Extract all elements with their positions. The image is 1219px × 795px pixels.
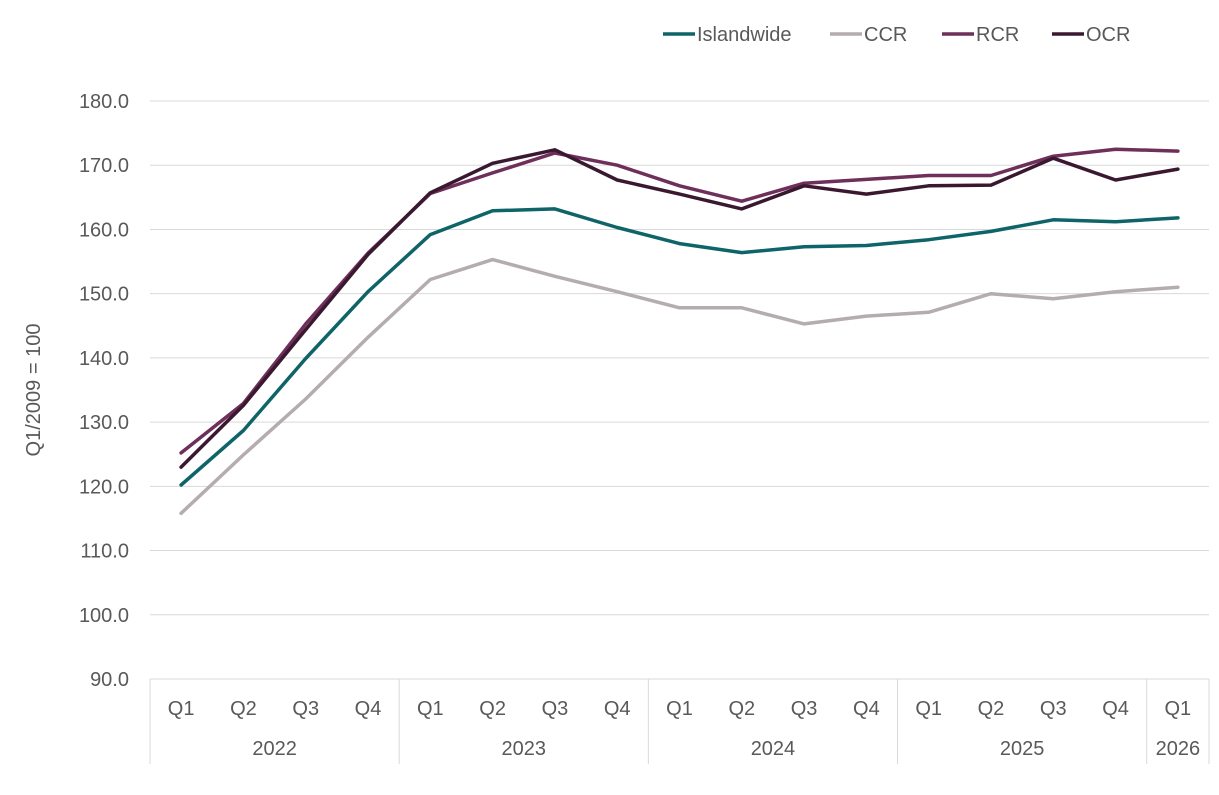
y-axis-tick-labels: 90.0 100.0 110.0 120.0 130.0 140.0 150.0 160.0 1… [79,91,129,691]
y-tick-label: 100.0 [79,605,129,627]
x-tick-label: Q2 [230,698,257,720]
legend-item-islandwide: Islandwide [663,24,792,46]
x-axis: Q1 Q2 Q3 Q4 Q1 Q2 Q3 Q4 Q1 Q2 Q3 Q4 Q1 Q2 Q3 Q4 Q1 2022 20… [149,679,1210,764]
legend-label: OCR [1086,24,1130,46]
y-tick-label: 180.0 [79,91,129,113]
x-tick-label: Q4 [1102,698,1129,720]
series-line-islandwide [179,207,1180,487]
x-tick-label: Q1 [417,698,444,720]
x-tick-label: Q3 [1040,698,1067,720]
x-year-label: 2024 [751,738,796,760]
x-tick-label: Q4 [604,698,631,720]
x-tick-label: Q3 [292,698,319,720]
x-tick-label: Q3 [791,698,818,720]
series-line-rcr [179,147,1180,455]
x-tick-label: Q1 [168,698,195,720]
x-year-label: 2026 [1156,738,1201,760]
legend-item-ocr: OCR [1052,24,1130,46]
x-tick-label: Q2 [728,698,755,720]
series-lines [179,147,1180,516]
gridlines [150,100,1209,680]
x-tick-label: Q3 [542,698,569,720]
legend-item-ccr: CCR [830,24,907,46]
y-tick-label: 170.0 [79,155,129,177]
x-tick-label: Q2 [479,698,506,720]
x-tick-label: Q1 [1165,698,1192,720]
y-axis-title: Q1/2009 = 100 [23,324,45,457]
y-tick-label: 140.0 [79,348,129,370]
y-tick-label: 120.0 [79,476,129,498]
legend-item-rcr: RCR [942,24,1019,46]
x-year-label: 2025 [1000,738,1045,760]
legend-label: RCR [976,24,1019,46]
x-tick-label: Q4 [355,698,382,720]
y-tick-label: 110.0 [80,541,129,563]
y-tick-label: 130.0 [79,412,129,434]
x-year-label: 2023 [502,738,547,760]
y-tick-label: 160.0 [79,219,129,241]
y-tick-label: 150.0 [79,284,129,306]
x-tick-label: Q2 [978,698,1005,720]
x-tick-label: Q1 [915,698,942,720]
legend-label: CCR [864,24,907,46]
x-year-label: 2022 [252,738,297,760]
series-line-ccr [179,257,1180,516]
legend-label: Islandwide [697,24,792,46]
legend: Islandwide CCR RCR OCR [663,24,1130,46]
x-tick-label: Q4 [853,698,880,720]
y-tick-label: 90.0 [90,669,129,691]
series-line-ocr [179,148,1180,469]
x-tick-label: Q1 [666,698,693,720]
